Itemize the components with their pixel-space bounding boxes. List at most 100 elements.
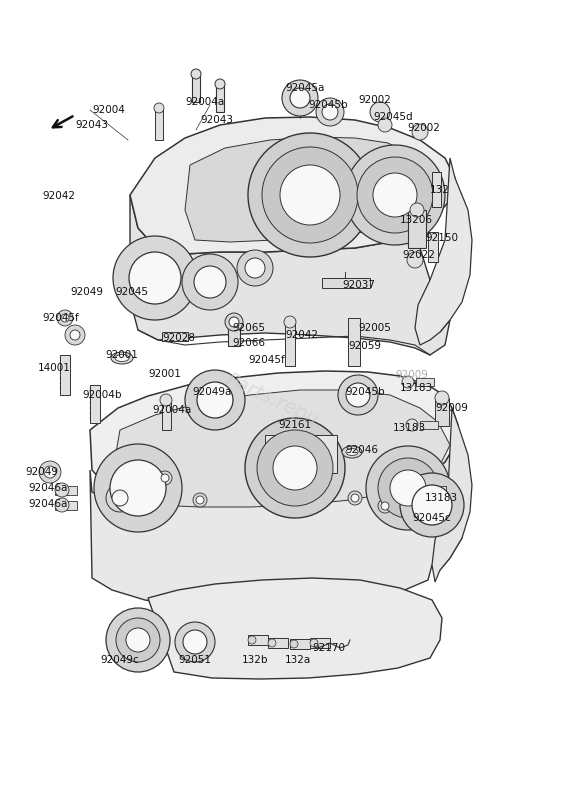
Circle shape bbox=[70, 330, 80, 340]
Bar bbox=[192, 74, 200, 102]
Circle shape bbox=[382, 462, 434, 514]
Text: 92004b: 92004b bbox=[82, 390, 121, 400]
Circle shape bbox=[280, 165, 340, 225]
Bar bbox=[408, 210, 426, 248]
Circle shape bbox=[118, 620, 158, 660]
Text: 92042: 92042 bbox=[285, 330, 318, 340]
Bar bbox=[428, 232, 438, 262]
Circle shape bbox=[310, 639, 318, 647]
Text: 92002: 92002 bbox=[358, 95, 391, 105]
Polygon shape bbox=[130, 117, 455, 254]
Bar bbox=[162, 400, 171, 430]
Polygon shape bbox=[90, 445, 462, 608]
Bar bbox=[268, 638, 288, 648]
Polygon shape bbox=[130, 195, 450, 355]
Polygon shape bbox=[148, 578, 442, 679]
Text: 92004: 92004 bbox=[92, 105, 125, 115]
Circle shape bbox=[273, 446, 317, 490]
Bar bbox=[322, 278, 370, 288]
Circle shape bbox=[290, 88, 310, 108]
Circle shape bbox=[390, 470, 426, 506]
Circle shape bbox=[245, 418, 345, 518]
Bar bbox=[265, 435, 337, 473]
Circle shape bbox=[154, 103, 164, 113]
Text: 92049a: 92049a bbox=[192, 387, 231, 397]
Bar bbox=[55, 501, 77, 510]
Text: 92009: 92009 bbox=[435, 403, 468, 413]
Circle shape bbox=[161, 474, 169, 482]
Text: 92046: 92046 bbox=[345, 445, 378, 455]
Bar bbox=[348, 318, 360, 366]
Bar bbox=[155, 108, 163, 140]
Circle shape bbox=[257, 430, 333, 506]
Bar bbox=[60, 355, 70, 395]
Circle shape bbox=[290, 640, 298, 648]
Text: 92043: 92043 bbox=[200, 115, 233, 125]
Text: 92150: 92150 bbox=[425, 233, 458, 243]
Ellipse shape bbox=[342, 446, 362, 458]
Circle shape bbox=[225, 313, 243, 331]
Circle shape bbox=[57, 310, 73, 326]
Circle shape bbox=[112, 490, 128, 506]
Circle shape bbox=[338, 375, 378, 415]
Text: 92049: 92049 bbox=[70, 287, 103, 297]
Text: 92022: 92022 bbox=[402, 250, 435, 260]
Circle shape bbox=[351, 494, 359, 502]
Circle shape bbox=[414, 484, 426, 496]
Circle shape bbox=[262, 147, 358, 243]
Circle shape bbox=[158, 471, 172, 485]
Bar bbox=[90, 385, 100, 423]
Polygon shape bbox=[415, 158, 472, 345]
Circle shape bbox=[366, 446, 450, 530]
Circle shape bbox=[193, 493, 207, 507]
Circle shape bbox=[245, 258, 265, 278]
Circle shape bbox=[378, 499, 392, 513]
Bar bbox=[228, 318, 240, 346]
Circle shape bbox=[407, 252, 423, 268]
Text: 92045d: 92045d bbox=[373, 112, 413, 122]
Circle shape bbox=[412, 485, 452, 525]
Polygon shape bbox=[112, 390, 450, 507]
Circle shape bbox=[378, 118, 392, 132]
Circle shape bbox=[248, 636, 256, 644]
Bar bbox=[55, 486, 77, 495]
Text: 92045b: 92045b bbox=[345, 387, 384, 397]
Bar bbox=[435, 398, 449, 426]
Bar bbox=[285, 322, 295, 366]
Circle shape bbox=[378, 458, 438, 518]
Text: 92049c: 92049c bbox=[100, 655, 139, 665]
Text: 13183: 13183 bbox=[400, 383, 433, 393]
Circle shape bbox=[284, 316, 296, 328]
Circle shape bbox=[348, 491, 362, 505]
Circle shape bbox=[373, 173, 417, 217]
Text: 92037: 92037 bbox=[342, 280, 375, 290]
Text: 92161: 92161 bbox=[278, 420, 311, 430]
Text: 92028: 92028 bbox=[162, 333, 195, 343]
Circle shape bbox=[282, 80, 318, 116]
Circle shape bbox=[248, 133, 372, 257]
Text: 92066: 92066 bbox=[232, 338, 265, 348]
Circle shape bbox=[65, 325, 85, 345]
Circle shape bbox=[129, 252, 181, 304]
Circle shape bbox=[183, 630, 207, 654]
Bar bbox=[290, 639, 310, 649]
Circle shape bbox=[322, 104, 338, 120]
Bar bbox=[428, 486, 446, 494]
Text: 92042: 92042 bbox=[42, 191, 75, 201]
Polygon shape bbox=[90, 371, 458, 503]
Circle shape bbox=[410, 203, 424, 217]
Text: 92046a: 92046a bbox=[28, 483, 68, 493]
Text: 14001: 14001 bbox=[38, 363, 71, 373]
Circle shape bbox=[106, 484, 134, 512]
Circle shape bbox=[263, 436, 327, 500]
Circle shape bbox=[363, 163, 427, 227]
Circle shape bbox=[197, 382, 233, 418]
Circle shape bbox=[406, 419, 418, 431]
Polygon shape bbox=[185, 137, 432, 242]
Circle shape bbox=[316, 98, 344, 126]
Text: 92002: 92002 bbox=[407, 123, 440, 133]
Circle shape bbox=[412, 124, 428, 140]
Bar bbox=[248, 635, 268, 645]
Circle shape bbox=[345, 145, 445, 245]
Text: 92045b: 92045b bbox=[308, 100, 347, 110]
